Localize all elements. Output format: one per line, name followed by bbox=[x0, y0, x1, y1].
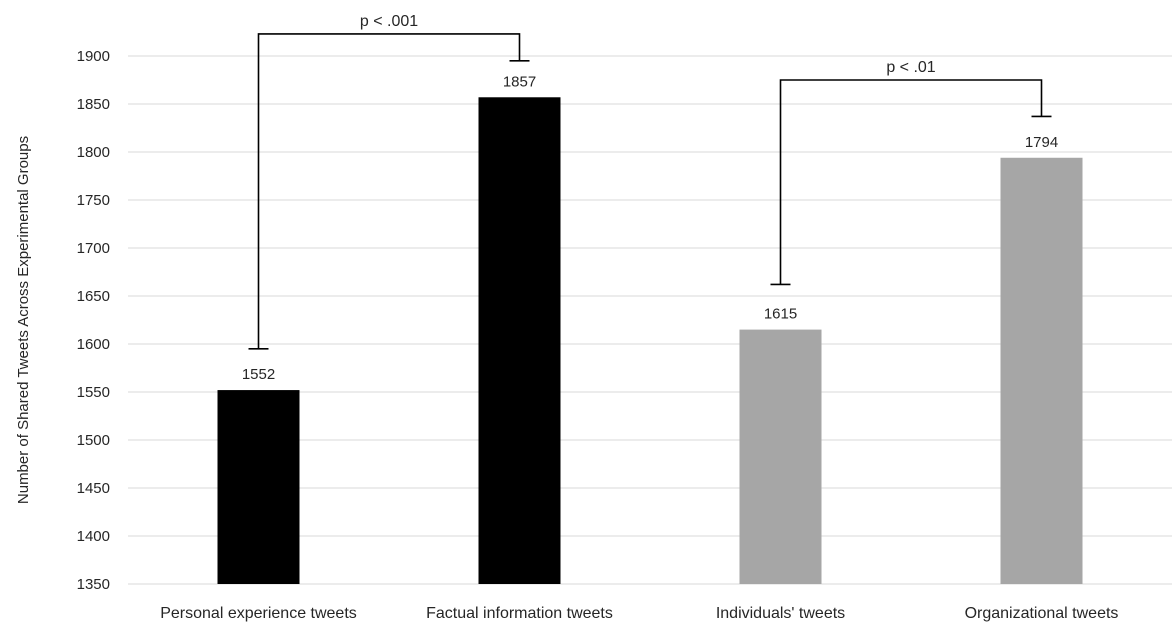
y-tick-label: 1900 bbox=[77, 48, 110, 65]
bars bbox=[217, 97, 1083, 584]
y-tick-label: 1500 bbox=[77, 432, 110, 449]
bar bbox=[739, 329, 822, 584]
y-tick-label: 1600 bbox=[77, 336, 110, 353]
data-labels: 1552 1857 1615 1794 bbox=[242, 73, 1058, 383]
bar bbox=[217, 390, 300, 584]
data-label: 1857 bbox=[503, 73, 536, 90]
y-tick-label: 1350 bbox=[77, 576, 110, 593]
significance-label: p < .01 bbox=[886, 59, 935, 76]
category-label: Factual information tweets bbox=[426, 605, 613, 622]
data-label: 1794 bbox=[1025, 134, 1058, 151]
category-label: Organizational tweets bbox=[965, 605, 1119, 622]
y-tick-label: 1800 bbox=[77, 144, 110, 161]
significance-bracket bbox=[248, 33, 530, 350]
significance-bracket bbox=[770, 79, 1052, 286]
y-tick-label: 1850 bbox=[77, 96, 110, 113]
significance-label: p < .001 bbox=[360, 13, 418, 30]
y-tick-label: 1450 bbox=[77, 480, 110, 497]
category-label: Individuals' tweets bbox=[716, 605, 845, 622]
x-axis-categories: Personal experience tweets Factual inform… bbox=[160, 605, 1118, 622]
bar bbox=[1000, 157, 1083, 584]
y-tick-label: 1700 bbox=[77, 240, 110, 257]
y-axis-title: Number of Shared Tweets Across Experimen… bbox=[15, 136, 32, 504]
y-tick-label: 1650 bbox=[77, 288, 110, 305]
data-label: 1552 bbox=[242, 366, 275, 383]
y-axis-ticks: 1350 1400 1450 1500 1550 1600 1650 1700 1750 1800… bbox=[77, 48, 110, 593]
y-tick-label: 1400 bbox=[77, 528, 110, 545]
data-label: 1615 bbox=[764, 306, 797, 323]
significance-brackets: p < .001 p < .01 bbox=[248, 13, 1052, 350]
y-tick-label: 1550 bbox=[77, 384, 110, 401]
y-tick-label: 1750 bbox=[77, 192, 110, 209]
bar bbox=[478, 97, 561, 584]
category-label: Personal experience tweets bbox=[160, 605, 357, 622]
gridlines bbox=[128, 55, 1172, 585]
